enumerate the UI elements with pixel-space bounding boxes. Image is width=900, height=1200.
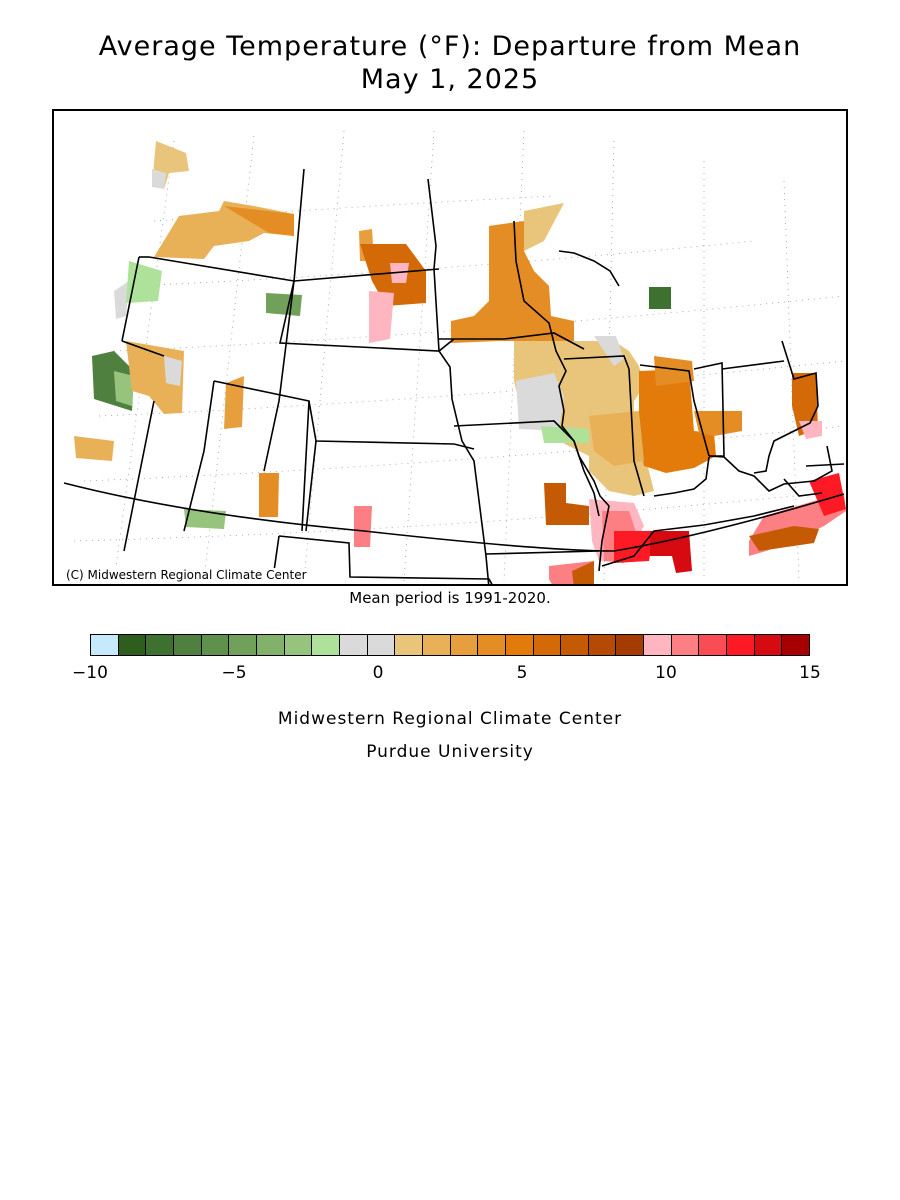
region-neutral (594, 336, 624, 366)
legend-tick-label: 10 (655, 663, 677, 683)
region-warm (524, 203, 564, 251)
state-boundaries (63, 168, 845, 584)
legend-swatch (671, 635, 700, 655)
legend-tick-label: −10 (72, 663, 108, 683)
legend-swatch (395, 635, 423, 655)
legend-tick-label: 15 (799, 663, 821, 683)
legend-swatch (367, 635, 396, 655)
credit-university: Purdue University (366, 742, 534, 762)
region-hot (354, 506, 372, 547)
legend-swatch (312, 635, 340, 655)
region-warm (694, 411, 742, 436)
region-warm (74, 436, 114, 461)
region-hot (369, 291, 394, 343)
region-cool (541, 426, 589, 443)
legend-swatch (782, 635, 810, 655)
map-title: Average Temperature (°F): Departure from… (98, 31, 802, 62)
data-regions (74, 141, 846, 584)
region-warm (639, 369, 716, 473)
region-cool (114, 371, 134, 406)
region-warm (544, 483, 589, 525)
region-warm (654, 356, 694, 386)
legend-tick-label: 0 (372, 663, 384, 683)
map-date: May 1, 2025 (360, 64, 540, 95)
legend-swatch (450, 635, 479, 655)
legend-tick-label: −5 (221, 663, 247, 683)
region-warm (259, 473, 279, 517)
legend-swatch (339, 635, 368, 655)
mean-period-note: Mean period is 1991-2020. (349, 589, 551, 607)
copyright-note: (C) Midwestern Regional Climate Center (64, 568, 309, 582)
legend-swatch (284, 635, 313, 655)
legend-swatch (146, 635, 174, 655)
region-cool (266, 293, 302, 316)
region-warm (589, 411, 644, 466)
legend-swatch (505, 635, 534, 655)
legend-swatch (229, 635, 257, 655)
legend-swatch (727, 635, 755, 655)
legend-swatch (478, 635, 506, 655)
region-cool (126, 261, 162, 303)
legend-swatch (754, 635, 783, 655)
legend-swatch (616, 635, 645, 655)
region-neutral (516, 373, 564, 431)
legend-swatch (699, 635, 728, 655)
region-neutral (114, 281, 129, 319)
color-legend (90, 634, 810, 656)
legend-swatch (173, 635, 202, 655)
region-neutral (152, 169, 166, 189)
legend-swatch (201, 635, 230, 655)
legend-swatch (561, 635, 589, 655)
region-warm (224, 376, 244, 429)
region-neutral (164, 356, 182, 386)
legend-swatch (533, 635, 562, 655)
legend-swatch (256, 635, 285, 655)
legend-tick-label: 5 (516, 663, 528, 683)
legend-swatch (588, 635, 617, 655)
region-warm (224, 206, 294, 236)
region-warm (451, 221, 574, 343)
region-hot (809, 473, 846, 516)
map-frame: (C) Midwestern Regional Climate Center (52, 109, 848, 586)
region-warm (572, 561, 594, 584)
temperature-departure-map (63, 130, 846, 584)
legend-swatch (644, 635, 672, 655)
region-warm (749, 526, 819, 551)
legend-swatch (118, 635, 147, 655)
region-cool (649, 287, 671, 309)
legend-swatch (422, 635, 451, 655)
credit-organization: Midwestern Regional Climate Center (277, 709, 623, 729)
legend-swatch (91, 635, 119, 655)
